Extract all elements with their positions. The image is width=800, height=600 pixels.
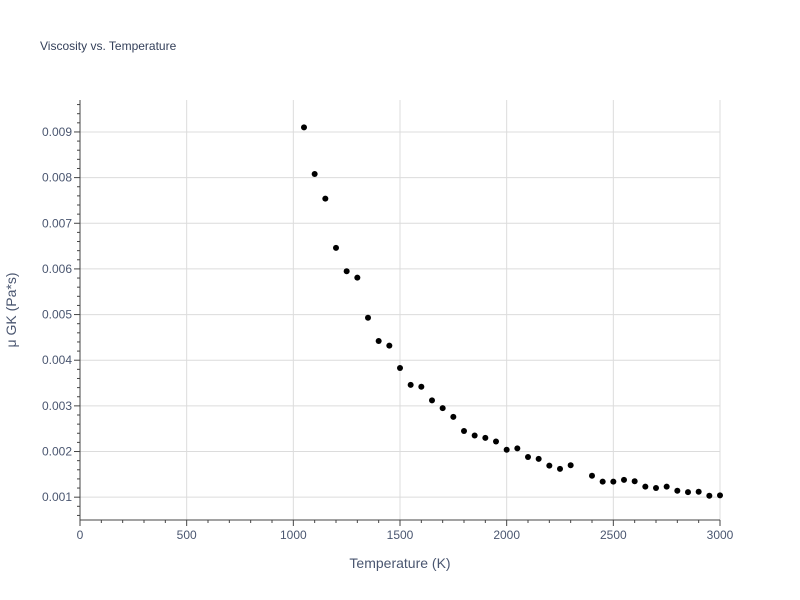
grid (80, 100, 721, 520)
data-point (514, 445, 521, 452)
data-point (621, 476, 627, 483)
data-point (535, 455, 542, 462)
data-point (375, 338, 382, 345)
data-point (386, 342, 393, 349)
y-tick-label: 0.005 (42, 308, 72, 322)
x-tick-label: 1000 (280, 528, 307, 542)
y-tick-label: 0.002 (42, 445, 72, 459)
x-axis-title: Temperature (K) (349, 555, 450, 571)
data-point (631, 478, 638, 485)
data-point (343, 268, 350, 275)
y-tick-label: 0.007 (42, 216, 72, 230)
data-point (493, 438, 499, 445)
data-point (365, 314, 371, 321)
data-point (354, 274, 361, 281)
x-tick-label: 3000 (707, 528, 734, 542)
data-point (695, 488, 702, 495)
data-points (301, 124, 723, 499)
data-point (663, 483, 670, 490)
x-tick-label: 2000 (493, 528, 520, 542)
tick-labels: 0 500 1000 1500 2000 2500 3000 0.001 0.002 0.003 0… (42, 125, 734, 542)
data-point (706, 492, 713, 499)
y-tick-label: 0.009 (42, 125, 72, 139)
x-tick-label: 1500 (387, 528, 414, 542)
data-point (642, 483, 649, 490)
data-point (429, 397, 435, 404)
x-tick-label: 500 (177, 528, 197, 542)
data-point (397, 364, 403, 371)
x-tick-label: 2500 (600, 528, 627, 542)
data-point (503, 446, 510, 453)
data-point (546, 462, 553, 469)
data-point (717, 492, 723, 499)
data-point (322, 195, 329, 202)
data-point (653, 485, 659, 492)
data-point (674, 487, 681, 494)
data-point (311, 170, 318, 177)
data-point (333, 244, 339, 251)
axes (74, 100, 721, 526)
data-point (461, 427, 467, 434)
y-tick-label: 0.006 (42, 262, 72, 276)
data-point (301, 124, 307, 131)
data-point (471, 432, 478, 439)
y-tick-label: 0.003 (42, 399, 72, 413)
y-axis-title: μ GK (Pa*s) (3, 273, 19, 348)
data-point (525, 454, 531, 460)
chart-title: Viscosity vs. Temperature (40, 39, 177, 53)
data-point (450, 413, 457, 420)
data-point (599, 478, 606, 485)
x-tick-label: 0 (77, 528, 84, 542)
y-tick-label: 0.008 (42, 171, 72, 185)
data-point (567, 462, 574, 469)
y-tick-label: 0.001 (42, 490, 72, 504)
data-point (482, 434, 489, 441)
data-point (418, 383, 425, 390)
data-point (610, 478, 617, 485)
data-point (407, 381, 414, 388)
data-point (557, 465, 563, 472)
data-point (589, 472, 595, 479)
data-point (439, 405, 446, 412)
data-point (685, 489, 691, 496)
y-tick-label: 0.004 (42, 353, 72, 367)
